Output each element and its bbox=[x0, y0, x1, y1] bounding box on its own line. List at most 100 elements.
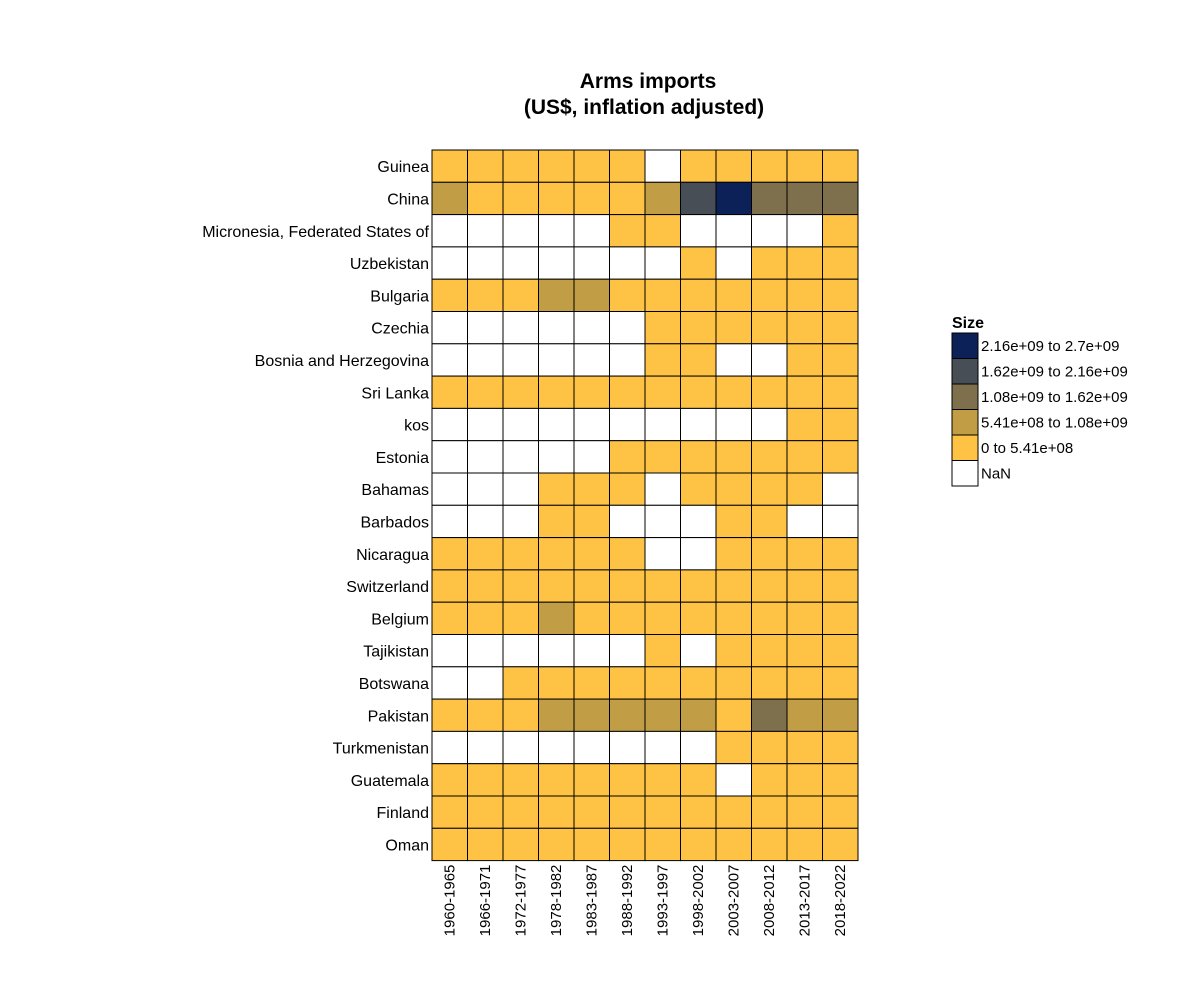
heatmap-cell bbox=[609, 827, 646, 862]
heatmap-cell bbox=[680, 472, 717, 506]
heatmap-cell bbox=[751, 666, 788, 700]
heatmap-cell bbox=[786, 181, 823, 216]
heatmap-cell bbox=[431, 311, 468, 345]
chart-title: Arms imports bbox=[580, 70, 717, 93]
heatmap-cell bbox=[822, 795, 859, 829]
heatmap-cell bbox=[822, 343, 859, 377]
heatmap-cell bbox=[467, 311, 504, 345]
heatmap-cell bbox=[680, 343, 717, 377]
heatmap-cell bbox=[538, 311, 575, 345]
row-label: Turkmenistan bbox=[333, 741, 429, 758]
heatmap-cell bbox=[786, 407, 823, 442]
heatmap-cell bbox=[573, 827, 610, 862]
heatmap-cell bbox=[502, 827, 539, 862]
heatmap-cell bbox=[467, 698, 504, 732]
heatmap-cell bbox=[573, 472, 610, 506]
row-labels: Guinea China Micronesia, Federated States … bbox=[202, 159, 429, 854]
legend-swatch bbox=[951, 434, 979, 461]
row-label: Guinea bbox=[377, 159, 429, 176]
heatmap-cell bbox=[467, 504, 504, 539]
heatmap-cell bbox=[502, 504, 539, 539]
heatmap-cell bbox=[644, 149, 681, 183]
heatmap-cell bbox=[573, 278, 610, 313]
heatmap-cell bbox=[644, 181, 681, 216]
heatmap-cell bbox=[431, 214, 468, 248]
heatmap-cell bbox=[573, 504, 610, 539]
row-label: China bbox=[387, 191, 429, 208]
heatmap-cell bbox=[573, 601, 610, 636]
heatmap-cell bbox=[573, 698, 610, 732]
heatmap-cell bbox=[538, 601, 575, 636]
row-label: kos bbox=[404, 418, 429, 435]
heatmap-cell bbox=[467, 666, 504, 700]
heatmap-cell bbox=[502, 730, 539, 765]
heatmap-cell bbox=[786, 795, 823, 829]
heatmap-cell bbox=[573, 407, 610, 442]
heatmap-cell bbox=[751, 472, 788, 506]
heatmap-cell bbox=[467, 149, 504, 183]
heatmap-cell bbox=[751, 763, 788, 797]
heatmap-cell bbox=[609, 149, 646, 183]
heatmap-cell bbox=[644, 730, 681, 765]
heatmap-cell bbox=[609, 214, 646, 248]
heatmap-cell bbox=[431, 730, 468, 765]
heatmap-cell bbox=[538, 246, 575, 280]
heatmap-cell bbox=[715, 149, 752, 183]
heatmap-cell bbox=[786, 278, 823, 313]
heatmap-cell bbox=[573, 246, 610, 280]
legend-swatch bbox=[951, 383, 979, 410]
heatmap-cell bbox=[609, 181, 646, 216]
heatmap-cell bbox=[822, 472, 859, 506]
heatmap-cell bbox=[609, 246, 646, 280]
column-label: 1960-1965 bbox=[442, 865, 459, 937]
heatmap-cell bbox=[822, 601, 859, 636]
heatmap-cell bbox=[715, 763, 752, 797]
heatmap-cell bbox=[644, 440, 681, 474]
legend-label: 1.62e+09 to 2.16e+09 bbox=[981, 363, 1128, 380]
legend-label: 2.16e+09 to 2.7e+09 bbox=[981, 338, 1119, 355]
heatmap-cell bbox=[680, 181, 717, 216]
heatmap-cell bbox=[715, 214, 752, 248]
heatmap-cell bbox=[751, 698, 788, 732]
heatmap-cell bbox=[573, 214, 610, 248]
column-labels: 1960-1965 1966-1971 1972-1977 1978-1982 1983… bbox=[442, 865, 850, 937]
heatmap-cell bbox=[609, 343, 646, 377]
heatmap-cell bbox=[431, 634, 468, 668]
heatmap-cell bbox=[573, 375, 610, 409]
heatmap-cell bbox=[644, 698, 681, 732]
heatmap-cell bbox=[573, 537, 610, 571]
row-label: Bosnia and Herzegovina bbox=[255, 353, 429, 370]
legend-title: Size bbox=[952, 315, 984, 332]
heatmap-cell bbox=[822, 537, 859, 571]
heatmap-cell bbox=[538, 730, 575, 765]
heatmap-cell bbox=[538, 149, 575, 183]
heatmap-cell bbox=[715, 311, 752, 345]
heatmap-cell bbox=[431, 763, 468, 797]
heatmap-cell bbox=[715, 375, 752, 409]
heatmap-cell bbox=[431, 343, 468, 377]
heatmap-cell bbox=[467, 407, 504, 442]
heatmap-cell bbox=[502, 795, 539, 829]
heatmap-cell bbox=[502, 763, 539, 797]
heatmap-cell bbox=[538, 569, 575, 603]
row-label: Switzerland bbox=[346, 579, 429, 596]
heatmap-cell bbox=[609, 569, 646, 603]
heatmap-cell bbox=[502, 278, 539, 313]
heatmap-cell bbox=[786, 601, 823, 636]
heatmap-cell bbox=[786, 569, 823, 603]
heatmap-cell bbox=[502, 214, 539, 248]
row-label: Bulgaria bbox=[370, 288, 429, 305]
heatmap-cell bbox=[680, 698, 717, 732]
heatmap-cell bbox=[644, 375, 681, 409]
heatmap-cell bbox=[573, 569, 610, 603]
heatmap-cell bbox=[822, 504, 859, 539]
heatmap-cell bbox=[431, 181, 468, 216]
heatmap-cell bbox=[502, 246, 539, 280]
heatmap-cell bbox=[786, 440, 823, 474]
heatmap-cell bbox=[538, 504, 575, 539]
heatmap-cell bbox=[786, 375, 823, 409]
heatmap-cell bbox=[822, 440, 859, 474]
heatmap-cell bbox=[786, 472, 823, 506]
legend-swatch bbox=[951, 409, 979, 436]
